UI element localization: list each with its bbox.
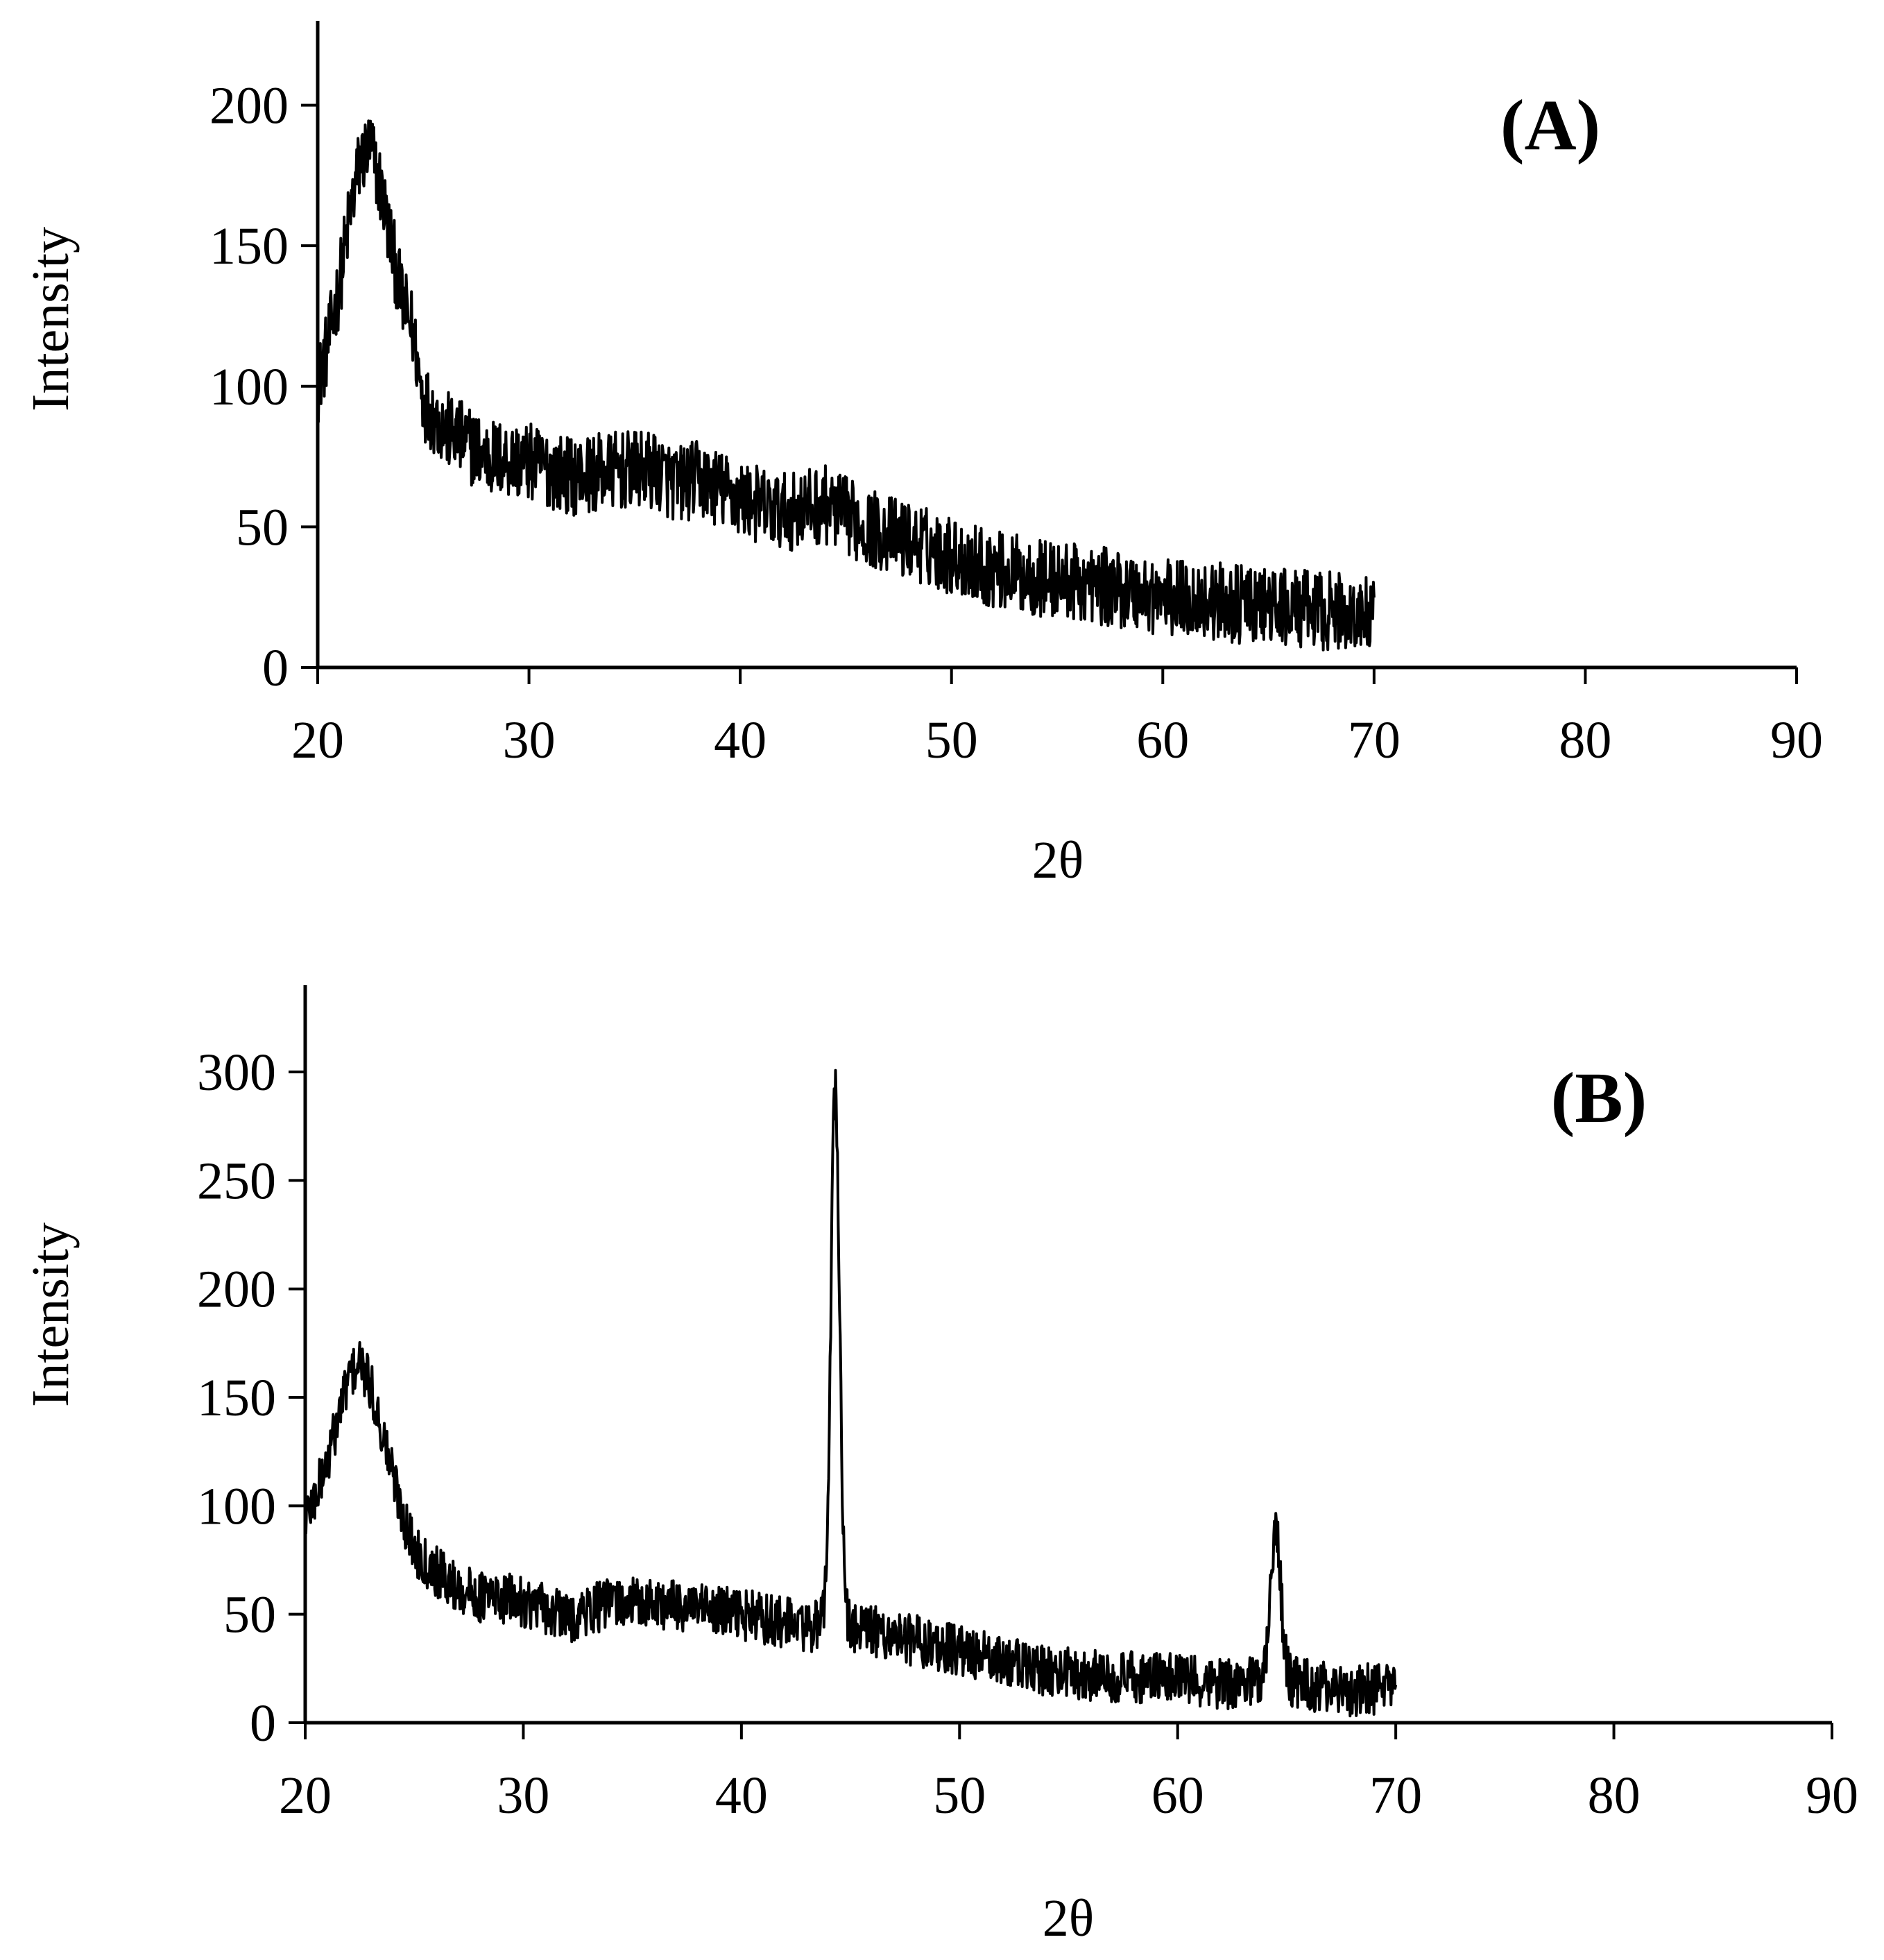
panel-b-x-tick-label: 20: [279, 1766, 332, 1825]
panel-b-y-ticks: 0 50 100 150 200 250 300: [197, 1043, 305, 1753]
panel-b-x-tick-label: 80: [1588, 1766, 1641, 1825]
panel-a-y-tick-label: 0: [262, 639, 289, 697]
panel-a-y-tick-label: 200: [209, 77, 289, 135]
panel-a-y-tick-label: 150: [209, 217, 289, 275]
panel-b-x-ticks: 20 30 40 50 60 70 80 90: [279, 1723, 1858, 1825]
panel-b-y-axis-title: Intensity: [22, 1222, 80, 1407]
panel-b-x-tick-label: 40: [715, 1766, 768, 1825]
panel-b-y-tick-label: 200: [197, 1261, 276, 1319]
panel-b-x-tick-label: 70: [1369, 1766, 1422, 1825]
panel-b-x-tick-label: 90: [1806, 1766, 1858, 1825]
panel-b-label: (B): [1551, 1058, 1647, 1138]
panel-a-x-tick-label: 80: [1559, 711, 1611, 769]
panel-a-x-tick-label: 40: [714, 711, 767, 769]
panel-a-x-axis-title: 2θ: [1032, 831, 1084, 889]
panel-a-chart: 0 50 100 150 200 20 30 40 50 60 70 80 90 (A) 2θ Int…: [22, 21, 1823, 889]
panel-a-label: (A): [1500, 85, 1600, 165]
panel-b-y-tick-label: 0: [250, 1694, 276, 1753]
panel-a-x-tick-label: 60: [1136, 711, 1189, 769]
panel-a-x-tick-label: 70: [1348, 711, 1401, 769]
panel-b-y-tick-label: 50: [223, 1586, 276, 1644]
panel-b-y-tick-label: 250: [197, 1152, 276, 1210]
panel-a-x-tick-label: 50: [925, 711, 978, 769]
panel-b-y-tick-label: 100: [197, 1477, 276, 1535]
panel-b-x-tick-label: 30: [497, 1766, 549, 1825]
panel-a-series-line: [316, 119, 1376, 651]
panel-a-y-tick-label: 50: [236, 498, 289, 556]
panel-a-x-tick-label: 20: [291, 711, 344, 769]
panel-b-y-tick-label: 150: [197, 1369, 276, 1427]
panel-a-y-tick-label: 100: [209, 358, 289, 416]
panel-a-y-ticks: 0 50 100 150 200: [209, 77, 318, 697]
panel-b-x-tick-label: 50: [933, 1766, 986, 1825]
panel-a-x-ticks: 20 30 40 50 60 70 80 90: [291, 667, 1823, 769]
panel-b-y-tick-label: 300: [197, 1043, 276, 1102]
panel-b-x-axis-title: 2θ: [1043, 1889, 1094, 1948]
panel-b-series-line: [304, 1068, 1398, 1718]
panel-a-x-tick-label: 30: [503, 711, 556, 769]
panel-a-y-axis-title: Intensity: [22, 227, 80, 411]
panel-b-x-tick-label: 60: [1151, 1766, 1204, 1825]
panel-a-x-tick-label: 90: [1770, 711, 1823, 769]
